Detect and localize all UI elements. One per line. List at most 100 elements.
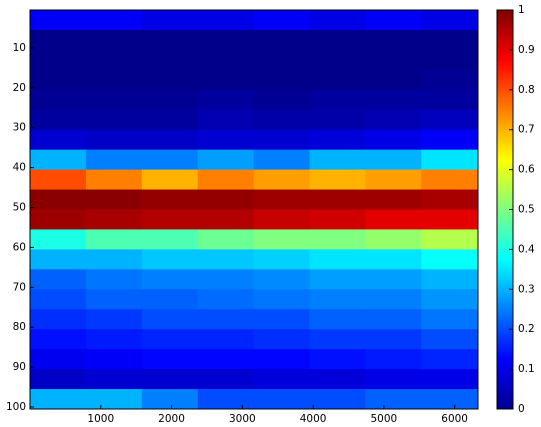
heatmap-cell xyxy=(309,309,366,330)
colorbar-tick-label: 0.8 xyxy=(518,84,535,96)
heatmap-cell xyxy=(30,209,87,230)
heatmap-cell xyxy=(141,309,199,330)
heatmap-cell xyxy=(309,189,366,210)
heatmap-cell xyxy=(30,329,87,350)
heatmap-cell xyxy=(30,289,87,310)
heatmap-cell xyxy=(141,189,199,210)
heatmap-cell xyxy=(141,49,199,71)
y-tick-label: 10 xyxy=(13,42,26,54)
heatmap-cell xyxy=(253,229,311,250)
heatmap-cell xyxy=(30,349,87,370)
x-tick-label: 3000 xyxy=(229,413,256,425)
heatmap-cell xyxy=(85,149,143,171)
heatmap-cell xyxy=(309,289,366,310)
plot-frame xyxy=(29,9,479,410)
heatmap-cell xyxy=(85,209,143,230)
heatmap-cell xyxy=(421,349,479,370)
y-tick-label: 20 xyxy=(13,82,26,94)
heatmap-cell xyxy=(253,189,311,210)
heatmap-cell xyxy=(30,309,87,330)
heatmap-cell xyxy=(365,109,422,131)
y-tick-label: 60 xyxy=(13,241,26,253)
heatmap-cell xyxy=(365,349,422,370)
heatmap-cell xyxy=(30,149,87,171)
heatmap-cell xyxy=(253,349,311,370)
heatmap-cell xyxy=(421,129,479,151)
colorbar-tick-label: 0 xyxy=(518,403,525,415)
heatmap-cell xyxy=(365,10,422,31)
heatmap-cell xyxy=(30,49,87,71)
heatmap-cell xyxy=(365,29,422,51)
heatmap-cell xyxy=(85,229,143,250)
heatmap-cell xyxy=(309,169,366,191)
heatmap-cell xyxy=(141,329,199,350)
heatmap-cell xyxy=(309,269,366,290)
heatmap-cell xyxy=(365,369,422,390)
heatmap-cell xyxy=(253,29,311,51)
heatmap-cell xyxy=(421,269,479,290)
heatmap-cell xyxy=(30,129,87,151)
heatmap-cell xyxy=(421,249,479,270)
heatmap-cell xyxy=(85,309,143,330)
colorbar-tick-label: 0.1 xyxy=(518,363,535,375)
colorbar-tick-label: 0.6 xyxy=(518,164,535,176)
heatmap-cell xyxy=(365,69,422,91)
heatmap-cell xyxy=(421,10,479,31)
heatmap-cell xyxy=(197,329,255,350)
heatmap-cell xyxy=(197,89,255,111)
heatmap-cell xyxy=(197,309,255,330)
heatmap-cell xyxy=(309,249,366,270)
heatmap-cell xyxy=(85,49,143,71)
heatmap-cell xyxy=(309,209,366,230)
heatmap xyxy=(30,10,479,410)
heatmap-cell xyxy=(85,69,143,91)
heatmap-cell xyxy=(253,10,311,31)
heatmap-cell xyxy=(197,229,255,250)
colorbar-tick-label: 0.2 xyxy=(518,323,535,335)
heatmap-cell xyxy=(197,29,255,51)
heatmap-cell xyxy=(309,329,366,350)
heatmap-cell xyxy=(365,89,422,111)
heatmap-cell xyxy=(141,149,199,171)
heatmap-cell xyxy=(309,229,366,250)
y-tick-label: 100 xyxy=(6,401,26,413)
x-tick-label: 6000 xyxy=(441,413,468,425)
heatmap-cell xyxy=(197,49,255,71)
heatmap-cell xyxy=(253,309,311,330)
heatmap-cell xyxy=(197,129,255,151)
heatmap-cell xyxy=(421,109,479,131)
heatmap-cell xyxy=(30,10,87,31)
heatmap-cell xyxy=(197,109,255,131)
heatmap-cell xyxy=(253,89,311,111)
heatmap-cell xyxy=(421,329,479,350)
heatmap-cell xyxy=(309,69,366,91)
heatmap-cell xyxy=(141,29,199,51)
heatmap-cell xyxy=(85,129,143,151)
heatmap-cell xyxy=(30,69,87,91)
heatmap-cell xyxy=(253,289,311,310)
heatmap-cell xyxy=(30,189,87,210)
heatmap-cell xyxy=(141,229,199,250)
heatmap-cell xyxy=(85,289,143,310)
heatmap-cell xyxy=(85,329,143,350)
heatmap-cell xyxy=(421,49,479,71)
y-tick-label: 90 xyxy=(13,361,26,373)
heatmap-cell xyxy=(365,329,422,350)
heatmap-cell xyxy=(309,129,366,151)
heatmap-cell xyxy=(253,169,311,191)
heatmap-cell xyxy=(30,169,87,191)
colorbar-tick-label: 1 xyxy=(518,4,525,16)
heatmap-cell xyxy=(253,249,311,270)
heatmap-cell xyxy=(253,389,311,410)
heatmap-cell xyxy=(365,149,422,171)
x-tick-label: 4000 xyxy=(300,413,327,425)
heatmap-cell xyxy=(421,209,479,230)
heatmap-cell xyxy=(85,269,143,290)
y-tick-label: 40 xyxy=(13,162,26,174)
heatmap-cell xyxy=(197,349,255,370)
heatmap-cell xyxy=(85,249,143,270)
heatmap-cell xyxy=(421,309,479,330)
heatmap-cell xyxy=(197,69,255,91)
heatmap-cell xyxy=(141,10,199,31)
